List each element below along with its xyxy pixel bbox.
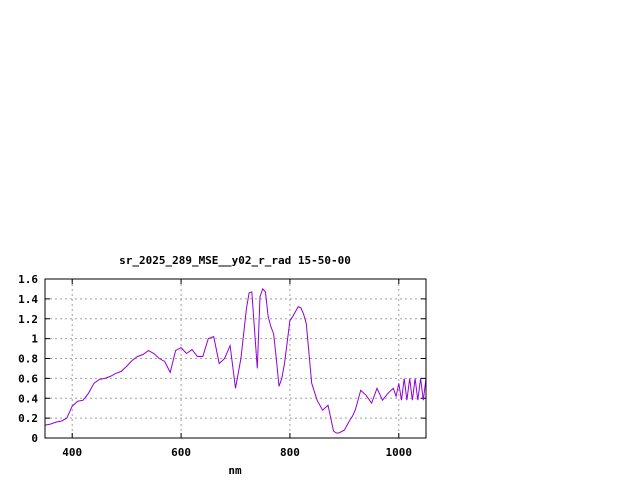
x-tick-label: 1000 — [386, 446, 413, 459]
x-tick-label: 600 — [171, 446, 191, 459]
y-tick-label: 1.2 — [18, 313, 38, 326]
y-tick-label: 0.4 — [18, 392, 38, 405]
x-tick-label: 400 — [62, 446, 82, 459]
chart-title: sr_2025_289_MSE__y02_r_rad 15-50-00 — [119, 254, 351, 267]
axis-ticks: 0 0.2 0.4 0.6 0.8 1 1.2 1.4 1.6 400 600 800 1000 — [18, 273, 426, 459]
y-tick-label: 1.4 — [18, 293, 38, 306]
y-tick-label: 0.6 — [18, 372, 38, 385]
y-tick-label: 1.6 — [18, 273, 38, 286]
y-tick-label: 0 — [31, 432, 38, 445]
plot-frame — [44, 278, 427, 439]
y-tick-label: 0.2 — [18, 412, 38, 425]
y-tick-label: 0.8 — [18, 353, 38, 366]
x-tick-label: 800 — [280, 446, 300, 459]
grid — [45, 279, 426, 438]
series-line — [44, 287, 427, 434]
y-tick-label: 1 — [31, 333, 38, 346]
x-axis-label: nm — [228, 464, 242, 477]
